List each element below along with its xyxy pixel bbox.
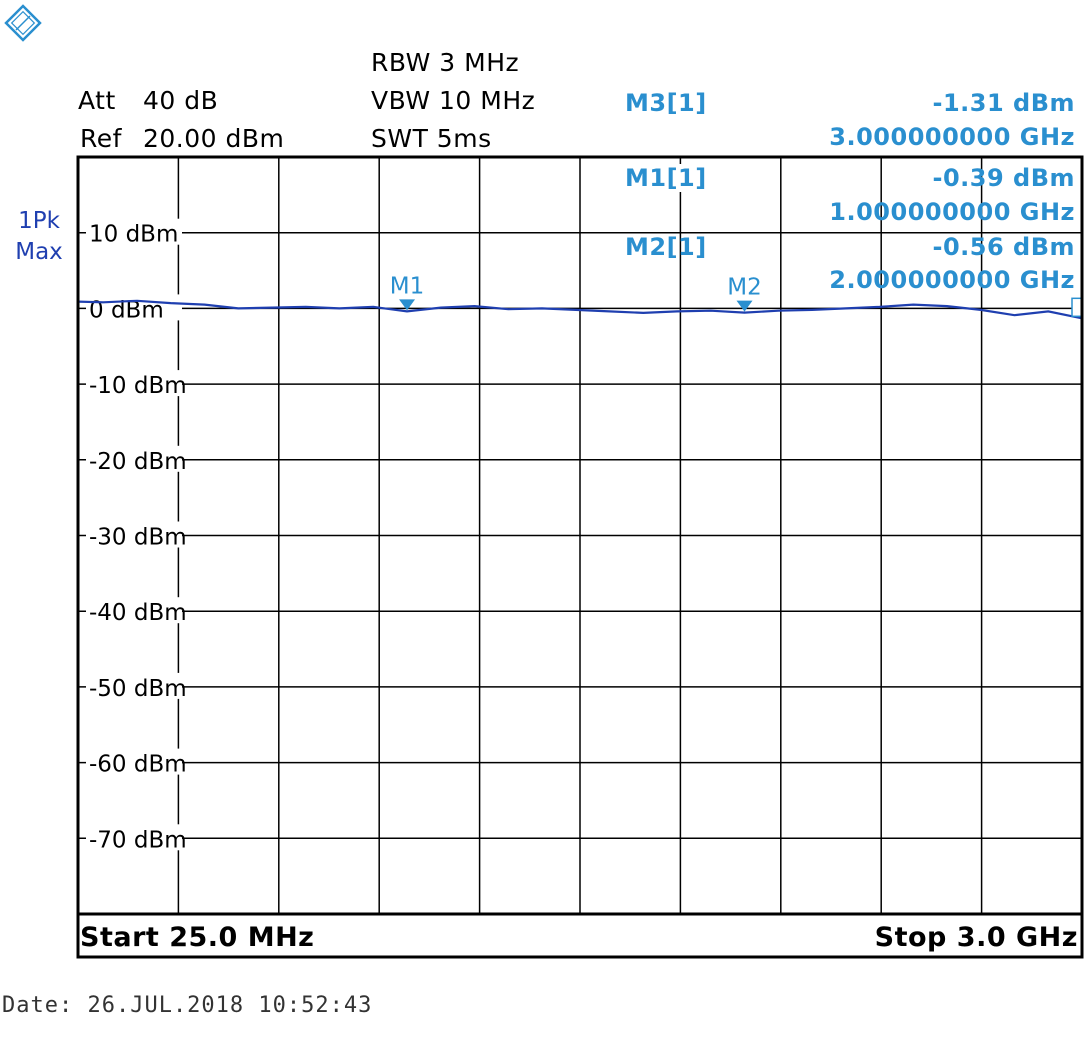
ref-label: Ref [80, 124, 122, 153]
rohde-schwarz-logo-icon [3, 3, 43, 43]
y-tick-label-bg [86, 445, 182, 472]
marker-m2-name: M2[1] [625, 233, 707, 261]
y-tick-label: -40 dBm [89, 600, 187, 626]
timestamp: Date: 26.JUL.2018 10:52:43 [2, 993, 373, 1018]
vbw-setting: VBW 10 MHz [371, 86, 536, 115]
trace-layer [77, 299, 1083, 320]
y-tick-label-bg [86, 672, 182, 699]
marker-m2-symbol [736, 300, 753, 312]
marker-m1-level: -0.39 dBm [932, 164, 1075, 192]
rbw-setting: RBW 3 MHz [371, 48, 520, 77]
marker-m3-name: M3[1] [625, 89, 707, 117]
att-value: 40 dB [143, 86, 219, 115]
y-tick-label-bg [86, 824, 182, 851]
y-tick-label: -10 dBm [89, 373, 187, 399]
y-tick-label-bg [86, 521, 182, 548]
y-tick-label: -50 dBm [89, 676, 187, 702]
y-tick-label-bg [86, 294, 182, 321]
y-tick-label: 10 dBm [89, 222, 178, 248]
marker-m1-name: M1[1] [625, 164, 707, 192]
y-tick-label-bg [86, 748, 182, 775]
start-frequency: Start 25.0 MHz [80, 922, 315, 953]
marker-m3-level: -1.31 dBm [932, 89, 1075, 117]
trace-detector-label: 1Pk [18, 208, 60, 234]
frequency-axis-bar [76, 912, 1084, 959]
y-tick-label: -20 dBm [89, 449, 187, 475]
y-tick-label: -70 dBm [89, 827, 187, 853]
marker-layer: M1 M2 [390, 273, 1083, 318]
y-tick-label: -30 dBm [89, 525, 187, 551]
marker-m2-freq: 2.000000000 GHz [829, 266, 1075, 294]
spectrum-trace [77, 299, 1083, 320]
marker-m1-label: M1 [390, 273, 424, 299]
ref-value: 20.00 dBm [143, 124, 285, 153]
stop-frequency: Stop 3.0 GHz [874, 922, 1078, 953]
y-tick-label-bg [86, 218, 182, 245]
y-tick-label: -60 dBm [89, 752, 187, 778]
swt-setting: SWT 5ms [371, 124, 492, 153]
trace-mode-text: Max [15, 239, 63, 265]
trace-mode-label: 1Pk Max [8, 206, 70, 268]
y-tick-label-bg [86, 370, 182, 397]
y-tick-label-bg [86, 597, 182, 624]
marker-m3-freq: 3.000000000 GHz [829, 123, 1075, 151]
marker-m1-freq: 1.000000000 GHz [829, 198, 1075, 226]
marker-m2-label: M2 [727, 275, 761, 301]
marker-m1-symbol [399, 299, 416, 311]
marker-m2-level: -0.56 dBm [932, 233, 1075, 261]
att-label: Att [78, 86, 116, 115]
